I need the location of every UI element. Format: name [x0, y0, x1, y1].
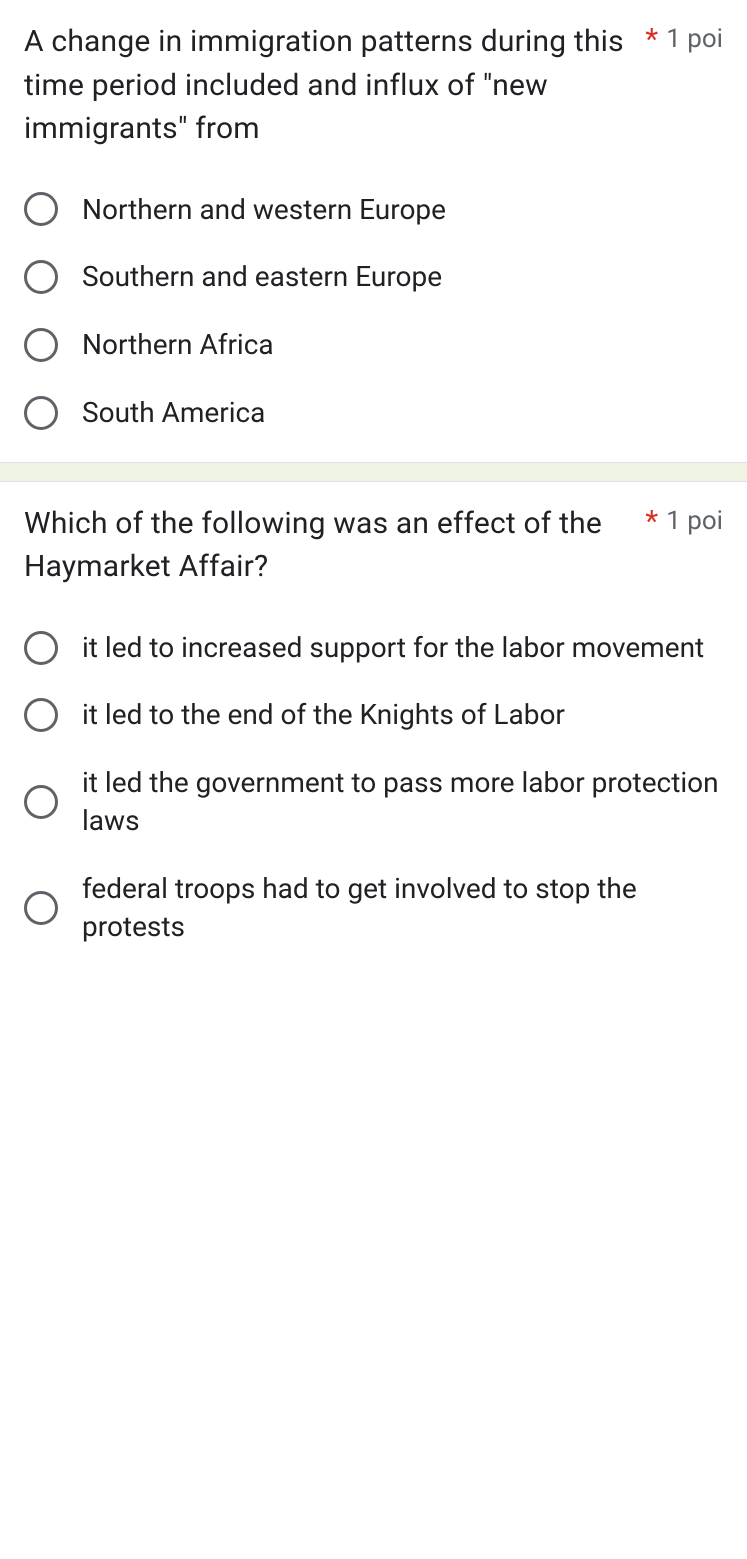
option-label: federal troops had to get involved to st… — [82, 870, 723, 946]
option-label: Southern and eastern Europe — [82, 258, 442, 296]
option-row[interactable]: it led to the end of the Knights of Labo… — [24, 696, 723, 734]
option-row[interactable]: it led the government to pass more labor… — [24, 764, 723, 840]
option-label: it led to increased support for the labo… — [82, 629, 704, 667]
card-divider — [0, 462, 747, 482]
radio-icon[interactable] — [24, 631, 58, 665]
question-card-2: Which of the following was an effect of … — [0, 482, 747, 976]
points-label: 1 poi — [666, 502, 723, 541]
points-label: 1 poi — [666, 20, 723, 59]
option-label: South America — [82, 394, 265, 432]
required-indicator: * — [645, 502, 658, 541]
radio-icon[interactable] — [24, 785, 58, 819]
question-header: A change in immigration patterns during … — [24, 20, 723, 151]
question-text: A change in immigration patterns during … — [24, 20, 633, 151]
option-row[interactable]: federal troops had to get involved to st… — [24, 870, 723, 946]
option-label: Northern and western Europe — [82, 191, 446, 229]
question-header: Which of the following was an effect of … — [24, 502, 723, 589]
radio-icon[interactable] — [24, 396, 58, 430]
option-row[interactable]: Southern and eastern Europe — [24, 258, 723, 296]
option-row[interactable]: Northern and western Europe — [24, 191, 723, 229]
option-label: Northern Africa — [82, 326, 274, 364]
radio-icon[interactable] — [24, 698, 58, 732]
radio-icon[interactable] — [24, 328, 58, 362]
radio-icon[interactable] — [24, 192, 58, 226]
option-label: it led to the end of the Knights of Labo… — [82, 696, 565, 734]
radio-icon[interactable] — [24, 891, 58, 925]
option-row[interactable]: South America — [24, 394, 723, 432]
required-indicator: * — [645, 20, 658, 59]
radio-icon[interactable] — [24, 260, 58, 294]
question-card-1: A change in immigration patterns during … — [0, 0, 747, 462]
option-label: it led the government to pass more labor… — [82, 764, 723, 840]
question-text: Which of the following was an effect of … — [24, 502, 633, 589]
option-row[interactable]: it led to increased support for the labo… — [24, 629, 723, 667]
option-row[interactable]: Northern Africa — [24, 326, 723, 364]
options-group: Northern and western Europe Southern and… — [24, 191, 723, 432]
options-group: it led to increased support for the labo… — [24, 629, 723, 946]
